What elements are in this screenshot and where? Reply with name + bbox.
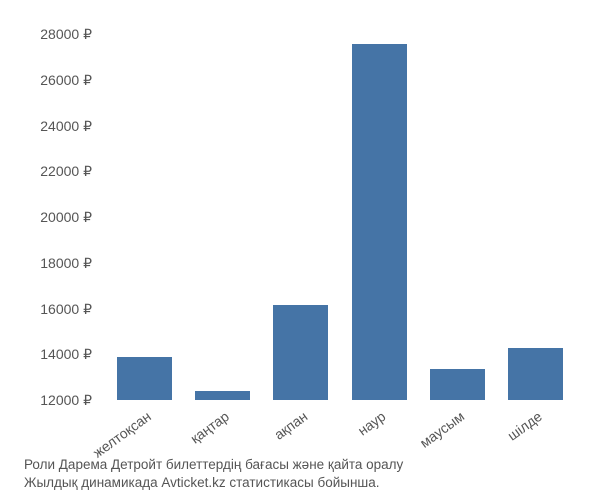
x-label-slot: наур [340,400,418,450]
y-tick: 20000 ₽ [40,210,92,224]
y-tick: 12000 ₽ [40,393,92,407]
bar [430,369,485,400]
y-tick: 18000 ₽ [40,256,92,270]
bar-slot [105,20,183,400]
y-tick: 26000 ₽ [40,73,92,87]
bar-slot [262,20,340,400]
bars-region [100,20,580,400]
plot-area: 28000 ₽ 26000 ₽ 24000 ₽ 22000 ₽ 20000 ₽ … [20,20,580,400]
y-axis: 28000 ₽ 26000 ₽ 24000 ₽ 22000 ₽ 20000 ₽ … [20,20,100,400]
x-axis: желтоқсан қаңтар ақпан наур маусым шілде [100,400,580,450]
x-label-slot: қаңтар [183,400,261,450]
bar-slot [418,20,496,400]
y-tick: 14000 ₽ [40,347,92,361]
bar [508,348,563,400]
y-tick: 16000 ₽ [40,302,92,316]
chart-caption: Роли Дарема Детройт билеттердің бағасы ж… [20,456,580,492]
x-tick-label: ақпан [271,408,310,443]
bar-slot [340,20,418,400]
x-label-slot: шілде [497,400,575,450]
x-tick-label: маусым [416,408,467,451]
chart-container: 28000 ₽ 26000 ₽ 24000 ₽ 22000 ₽ 20000 ₽ … [0,0,600,500]
y-tick: 28000 ₽ [40,27,92,41]
bar-slot [183,20,261,400]
x-tick-label: шілде [505,408,546,444]
x-tick-label: қаңтар [187,408,232,447]
bar [117,357,172,400]
caption-line: Роли Дарема Детройт билеттердің бағасы ж… [24,456,576,474]
bar [273,305,328,400]
bar-slot [497,20,575,400]
bar [352,44,407,400]
x-tick-label: желтоқсан [90,408,154,461]
x-label-slot: ақпан [262,400,340,450]
x-label-slot: маусым [418,400,496,450]
bar [195,391,250,401]
x-label-slot: желтоқсан [105,400,183,450]
y-tick: 22000 ₽ [40,164,92,178]
caption-line: Жылдық динамикада Avticket.kz статистика… [24,474,576,492]
y-tick: 24000 ₽ [40,119,92,133]
x-tick-label: наур [355,408,389,439]
